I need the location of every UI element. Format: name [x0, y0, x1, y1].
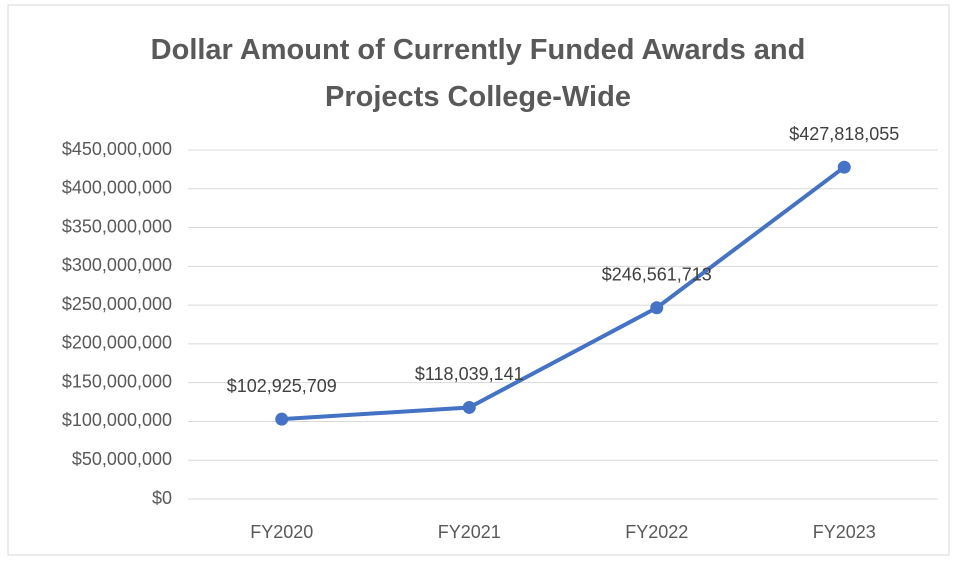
data-point	[275, 412, 289, 426]
x-tick-label: FY2023	[813, 522, 876, 542]
y-tick-label: $100,000,000	[62, 410, 172, 430]
y-tick-label: $200,000,000	[62, 333, 172, 353]
y-tick-label: $350,000,000	[62, 216, 172, 236]
x-tick-label: FY2020	[250, 522, 313, 542]
x-tick-label: FY2021	[438, 522, 501, 542]
chart-border	[7, 4, 950, 556]
y-tick-label: $450,000,000	[62, 139, 172, 159]
data-label: $246,561,713	[602, 265, 712, 285]
data-label: $118,039,141	[415, 364, 524, 384]
y-tick-label: $250,000,000	[62, 294, 172, 314]
x-tick-label: FY2022	[625, 522, 688, 542]
data-label: $102,925,709	[227, 376, 337, 396]
data-label: $427,818,055	[789, 124, 899, 144]
y-tick-label: $400,000,000	[62, 178, 172, 198]
data-line	[279, 165, 847, 422]
data-point	[650, 301, 664, 315]
chart-title: Dollar Amount of Currently Funded Awards…	[150, 34, 806, 113]
y-tick-label: $300,000,000	[62, 255, 172, 275]
y-tick-label: $0	[152, 488, 172, 508]
y-tick-label: $50,000,000	[72, 449, 172, 469]
data-point	[462, 400, 476, 414]
data-point	[837, 160, 851, 174]
y-tick-label: $150,000,000	[62, 371, 172, 391]
